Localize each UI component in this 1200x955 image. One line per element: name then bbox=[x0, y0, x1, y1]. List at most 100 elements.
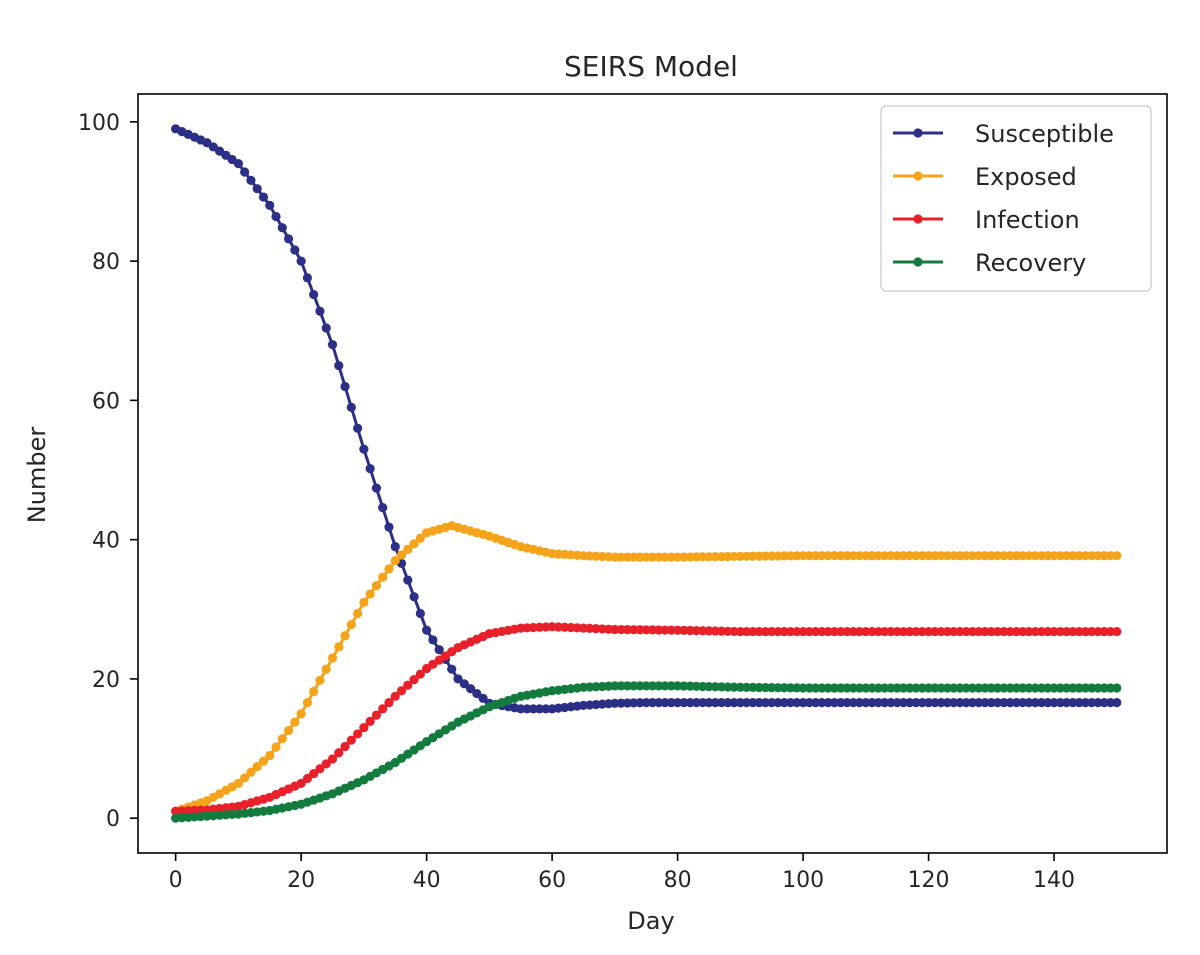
y-axis: 0 20 40 60 80 100 bbox=[78, 111, 138, 832]
legend-label: Recovery bbox=[975, 249, 1086, 277]
data-point bbox=[353, 608, 363, 619]
data-point bbox=[340, 741, 350, 752]
data-point bbox=[321, 323, 331, 333]
x-tick-label: 120 bbox=[908, 868, 950, 893]
data-point bbox=[271, 742, 281, 752]
x-tick-label: 60 bbox=[538, 868, 566, 893]
y-tick-label: 0 bbox=[106, 807, 120, 832]
data-point bbox=[409, 675, 419, 685]
data-point bbox=[265, 200, 275, 211]
series-layer bbox=[171, 124, 1122, 823]
data-point bbox=[415, 608, 425, 619]
data-point bbox=[403, 680, 413, 690]
data-point bbox=[296, 709, 306, 719]
y-tick-label: 100 bbox=[78, 111, 120, 136]
y-tick-label: 80 bbox=[92, 250, 120, 275]
data-point bbox=[359, 723, 369, 733]
data-point bbox=[353, 423, 363, 433]
series-susceptible bbox=[171, 124, 1122, 714]
data-point bbox=[378, 503, 388, 513]
data-point bbox=[422, 625, 432, 635]
data-point bbox=[346, 620, 356, 630]
data-point bbox=[334, 642, 344, 652]
data-point bbox=[415, 533, 425, 543]
data-point bbox=[378, 572, 388, 582]
x-axis: 0 20 40 60 80 100 120 140 bbox=[169, 853, 1075, 893]
y-tick-label: 40 bbox=[92, 529, 120, 554]
data-point bbox=[346, 735, 356, 745]
y-tick-label: 20 bbox=[92, 668, 120, 693]
data-point bbox=[277, 734, 287, 744]
data-point bbox=[478, 693, 488, 704]
data-point bbox=[321, 664, 331, 674]
x-tick-label: 100 bbox=[782, 868, 824, 893]
data-point bbox=[472, 688, 482, 699]
data-point bbox=[1112, 697, 1122, 708]
x-tick-label: 0 bbox=[169, 868, 183, 893]
data-point bbox=[315, 764, 325, 774]
data-point bbox=[371, 581, 382, 591]
data-point bbox=[315, 675, 325, 685]
data-point bbox=[283, 725, 294, 736]
data-point bbox=[403, 575, 413, 585]
data-point bbox=[327, 754, 338, 764]
data-point bbox=[409, 592, 419, 602]
data-point bbox=[327, 653, 338, 663]
x-tick-label: 20 bbox=[287, 868, 315, 893]
data-point bbox=[371, 710, 382, 720]
data-point bbox=[265, 750, 275, 761]
legend-item-exposed: Exposed bbox=[893, 163, 1077, 191]
data-point bbox=[396, 550, 407, 560]
data-point bbox=[371, 483, 382, 493]
data-point bbox=[290, 245, 300, 255]
legend-item-susceptible: Susceptible bbox=[893, 120, 1114, 148]
data-point bbox=[258, 756, 269, 766]
data-point bbox=[365, 716, 375, 726]
series-infection bbox=[171, 622, 1122, 816]
data-point bbox=[258, 192, 269, 202]
data-point bbox=[233, 159, 243, 169]
data-point bbox=[396, 686, 407, 696]
data-point bbox=[302, 773, 313, 784]
y-tick-label: 60 bbox=[92, 389, 120, 414]
data-point bbox=[340, 631, 350, 641]
data-point bbox=[353, 729, 363, 739]
data-point bbox=[390, 542, 400, 552]
data-point bbox=[246, 767, 256, 777]
legend-swatch-marker bbox=[913, 171, 923, 181]
data-point bbox=[321, 759, 331, 769]
data-point bbox=[302, 273, 313, 283]
data-point bbox=[290, 717, 300, 727]
x-axis-title: Day bbox=[627, 907, 674, 935]
data-point bbox=[296, 778, 306, 788]
data-point bbox=[252, 184, 262, 194]
data-point bbox=[309, 686, 319, 697]
data-point bbox=[346, 402, 356, 412]
x-tick-label: 140 bbox=[1033, 868, 1075, 893]
x-tick-label: 80 bbox=[664, 868, 692, 893]
data-point bbox=[428, 635, 438, 645]
data-point bbox=[365, 589, 375, 599]
data-point bbox=[252, 762, 262, 772]
data-point bbox=[296, 256, 306, 266]
data-point bbox=[365, 464, 375, 474]
series-exposed bbox=[171, 521, 1122, 816]
data-point bbox=[315, 306, 325, 316]
data-point bbox=[465, 684, 476, 694]
data-point bbox=[434, 645, 444, 655]
data-point bbox=[302, 697, 313, 708]
data-point bbox=[240, 773, 250, 783]
series-recovery bbox=[171, 681, 1122, 823]
legend-item-infection: Infection bbox=[893, 206, 1080, 234]
data-point bbox=[384, 522, 394, 532]
data-point bbox=[309, 289, 319, 300]
data-point bbox=[340, 381, 350, 392]
legend-swatch-marker bbox=[913, 214, 923, 224]
data-point bbox=[384, 564, 394, 574]
chart-title: SEIRS Model bbox=[564, 50, 738, 83]
data-point bbox=[334, 360, 344, 371]
y-axis-title: Number bbox=[23, 427, 51, 524]
data-point bbox=[415, 669, 425, 679]
data-point bbox=[378, 704, 388, 714]
